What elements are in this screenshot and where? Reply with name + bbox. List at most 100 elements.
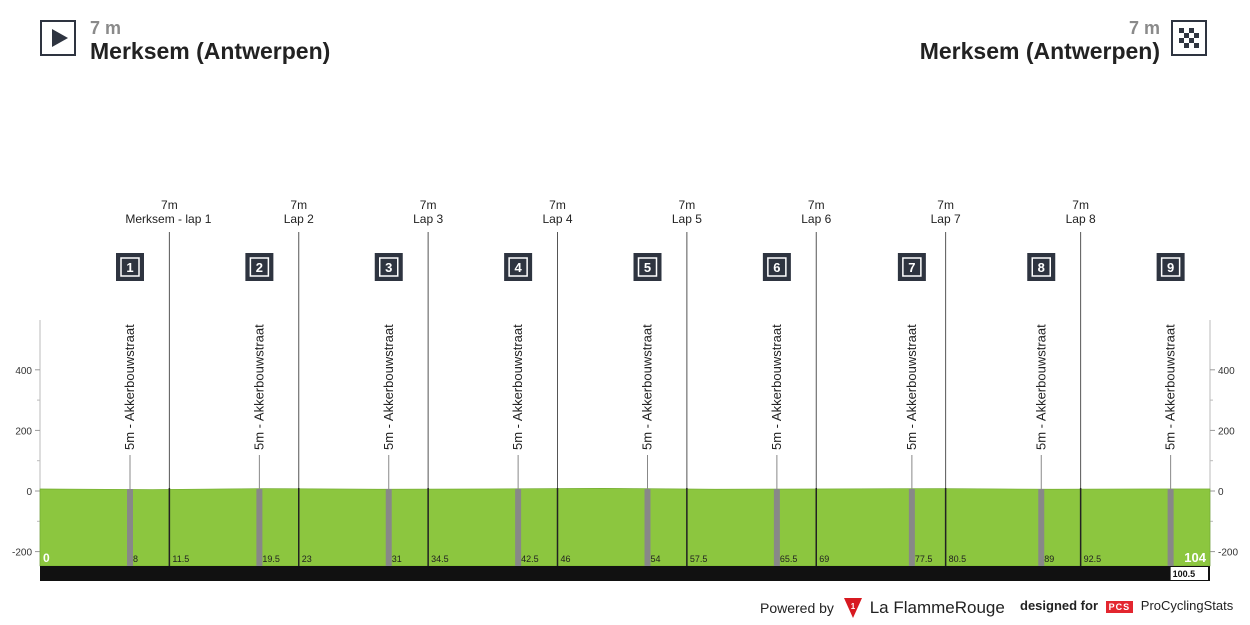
designed-for: designed for PCS ProCyclingStats bbox=[1020, 598, 1233, 613]
lap-name-label: Lap 6 bbox=[801, 212, 831, 226]
climb-name-label: 5m - Akkerbouwstraat bbox=[122, 324, 137, 450]
y-tick-label-left: -200 bbox=[12, 548, 32, 559]
climb-number: 5 bbox=[644, 260, 651, 275]
start-distance-label: 0 bbox=[43, 551, 50, 565]
lap-name-label: Lap 8 bbox=[1066, 212, 1096, 226]
climb-badge-frame bbox=[1160, 257, 1181, 277]
finish-header: 7 m Merksem (Antwerpen) bbox=[920, 18, 1160, 64]
start-altitude: 7 m bbox=[90, 18, 122, 38]
lap-name-label: Lap 2 bbox=[284, 212, 314, 226]
start-location: Merksem (Antwerpen) bbox=[90, 38, 331, 64]
climb-name-label: 5m - Akkerbouwstraat bbox=[251, 324, 266, 450]
climb-number: 6 bbox=[773, 260, 780, 275]
pcs-brand: ProCyclingStats bbox=[1140, 598, 1234, 613]
pcs-logo-icon: PCS bbox=[1105, 600, 1134, 613]
climb-marker bbox=[644, 489, 651, 566]
lap-name-label: Merksem - lap 1 bbox=[125, 212, 211, 226]
climb-km-label: 8 bbox=[133, 554, 138, 564]
lap-name-label: Lap 4 bbox=[542, 212, 572, 226]
climb-badge-frame bbox=[508, 257, 528, 277]
lap-altitude-label: 7m bbox=[937, 198, 954, 212]
climb-number: 7 bbox=[908, 260, 915, 275]
lap-altitude-label: 7m bbox=[161, 198, 178, 212]
powered-by-label: Powered by bbox=[760, 600, 834, 617]
climb-badge-frame bbox=[637, 257, 658, 277]
lap-km-label: 23 bbox=[302, 554, 312, 564]
climb-badge-frame bbox=[1031, 257, 1051, 277]
climb-name-label: 5m - Akkerbouwstraat bbox=[510, 324, 525, 450]
climb-badge-frame bbox=[902, 257, 922, 277]
distance-badge bbox=[1170, 567, 1208, 580]
climb-number: 4 bbox=[515, 260, 523, 275]
climb-km-label: 89 bbox=[1044, 554, 1054, 564]
lap-altitude-label: 7m bbox=[420, 198, 437, 212]
lap-altitude-label: 7m bbox=[290, 198, 307, 212]
climb-name-label: 5m - Akkerbouwstraat bbox=[904, 324, 919, 450]
y-tick-label-right: -200 bbox=[1218, 548, 1238, 559]
lap-altitude-label: 7m bbox=[1072, 198, 1089, 212]
finish-location: Merksem (Antwerpen) bbox=[919, 38, 1160, 64]
climb-marker bbox=[773, 489, 780, 566]
climb-number: 2 bbox=[256, 260, 263, 275]
distance-base-bar bbox=[40, 566, 1210, 581]
finish-flag-icon bbox=[1171, 20, 1207, 56]
climb-marker bbox=[908, 489, 915, 566]
total-distance-label: 104 bbox=[1184, 550, 1206, 565]
lap-name-label: Lap 7 bbox=[931, 212, 961, 226]
climb-marker bbox=[385, 489, 392, 566]
y-tick-label-left: 200 bbox=[15, 426, 32, 437]
flamme-rouge-logo-icon: 1 bbox=[843, 598, 862, 621]
climb-badge-frame bbox=[120, 257, 140, 277]
climb-km-label: 42.5 bbox=[521, 554, 539, 564]
svg-text:1: 1 bbox=[851, 602, 856, 611]
lap-altitude-label: 7m bbox=[549, 198, 566, 212]
designed-for-label: designed for bbox=[1020, 598, 1099, 613]
climb-km-label: 31 bbox=[392, 554, 402, 564]
climb-km-label: 54 bbox=[651, 554, 661, 564]
climb-marker bbox=[515, 489, 522, 566]
start-header: 7 m Merksem (Antwerpen) bbox=[90, 18, 330, 64]
y-tick-label-left: 400 bbox=[15, 366, 32, 377]
climb-km-label: 19.5 bbox=[262, 554, 280, 564]
climb-marker bbox=[1167, 489, 1174, 566]
y-tick-label-right: 400 bbox=[1218, 366, 1235, 377]
lap-km-label: 11.5 bbox=[172, 554, 189, 564]
lap-name-label: Lap 5 bbox=[672, 212, 702, 226]
lap-km-label: 92.5 bbox=[1084, 554, 1102, 564]
lap-altitude-label: 7m bbox=[679, 198, 696, 212]
y-tick-label-left: 0 bbox=[26, 487, 32, 498]
climb-badge-frame bbox=[379, 257, 399, 277]
start-flag-icon bbox=[40, 20, 76, 56]
y-tick-label-right: 0 bbox=[1218, 487, 1224, 498]
climb-marker bbox=[256, 489, 263, 566]
lap-km-label: 34.5 bbox=[431, 554, 449, 564]
climb-name-label: 5m - Akkerbouwstraat bbox=[769, 324, 784, 450]
climb-name-label: 5m - Akkerbouwstraat bbox=[1033, 324, 1048, 450]
climb-number: 1 bbox=[126, 260, 133, 275]
climb-badge-frame bbox=[249, 257, 270, 277]
elevation-profile-area bbox=[39, 487, 1211, 567]
lap-km-label: 69 bbox=[819, 554, 829, 564]
distance-badge-label: 100.5 bbox=[1173, 569, 1196, 579]
climb-name-label: 5m - Akkerbouwstraat bbox=[1163, 324, 1178, 450]
lap-name-label: Lap 3 bbox=[413, 212, 443, 226]
lap-km-label: 57.5 bbox=[690, 554, 708, 564]
climb-number: 3 bbox=[385, 260, 392, 275]
climb-marker bbox=[1038, 489, 1045, 566]
climb-name-label: 5m - Akkerbouwstraat bbox=[381, 324, 396, 450]
climb-badge-frame bbox=[767, 257, 787, 277]
climb-km-label: 77.5 bbox=[915, 554, 933, 564]
finish-altitude: 7 m bbox=[1128, 18, 1160, 38]
lap-km-label: 80.5 bbox=[949, 554, 967, 564]
climb-marker bbox=[127, 489, 133, 566]
powered-by: Powered by 1 La FlammeRouge bbox=[760, 598, 1005, 621]
flamme-rouge-brand: La FlammeRouge bbox=[869, 598, 1005, 618]
lap-altitude-label: 7m bbox=[808, 198, 825, 212]
climb-number: 8 bbox=[1038, 260, 1045, 275]
climb-km-label: 65.5 bbox=[780, 554, 798, 564]
y-tick-label-right: 200 bbox=[1218, 426, 1235, 437]
climb-name-label: 5m - Akkerbouwstraat bbox=[640, 324, 655, 450]
lap-km-label: 46 bbox=[561, 554, 571, 564]
climb-number: 9 bbox=[1167, 260, 1174, 275]
